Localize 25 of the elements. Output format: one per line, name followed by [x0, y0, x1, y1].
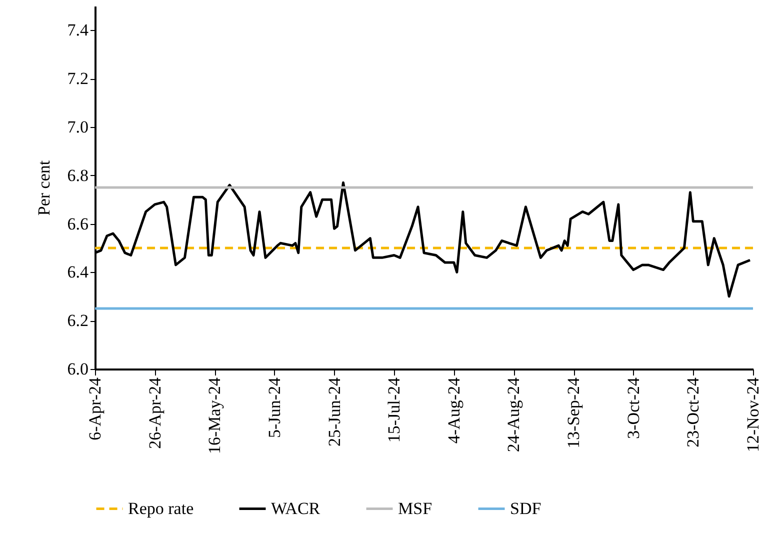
legend-label: MSF	[398, 498, 432, 518]
y-tick-label: 6.0	[67, 360, 88, 378]
y-tick-label: 7.0	[67, 118, 88, 136]
x-tick-label: 23-Oct-24	[684, 377, 703, 448]
x-tick-label: 5-Jun-24	[264, 377, 284, 438]
y-tick-label: 6.8	[67, 166, 88, 185]
y-tick-label: 7.4	[67, 20, 89, 40]
x-tick-label: 4-Aug-24	[444, 377, 464, 444]
x-tick-label: 15-Jul-24	[384, 377, 404, 443]
x-tick-label: 3-Oct-24	[624, 377, 643, 439]
x-tick-label: 6-Apr-24	[86, 377, 104, 440]
y-tick-label: 7.2	[67, 69, 88, 88]
y-axis-title: Per cent	[34, 160, 54, 216]
x-tick-label: 12-Nov-24	[744, 377, 761, 452]
legend-label: WACR	[271, 498, 321, 518]
y-tick-label: 6.4	[67, 262, 89, 282]
y-tick-label: 6.6	[67, 214, 88, 234]
legend-label: SDF	[510, 498, 542, 518]
x-tick-label: 25-Jun-24	[324, 377, 344, 446]
x-tick-label: 24-Aug-24	[504, 377, 524, 452]
legend-label: Repo rate	[128, 498, 194, 518]
x-tick-label: 16-May-24	[205, 377, 224, 454]
x-tick-label: 26-Apr-24	[145, 377, 164, 449]
y-tick-label: 6.2	[67, 311, 88, 330]
x-tick-label: 13-Sep-24	[564, 377, 584, 448]
